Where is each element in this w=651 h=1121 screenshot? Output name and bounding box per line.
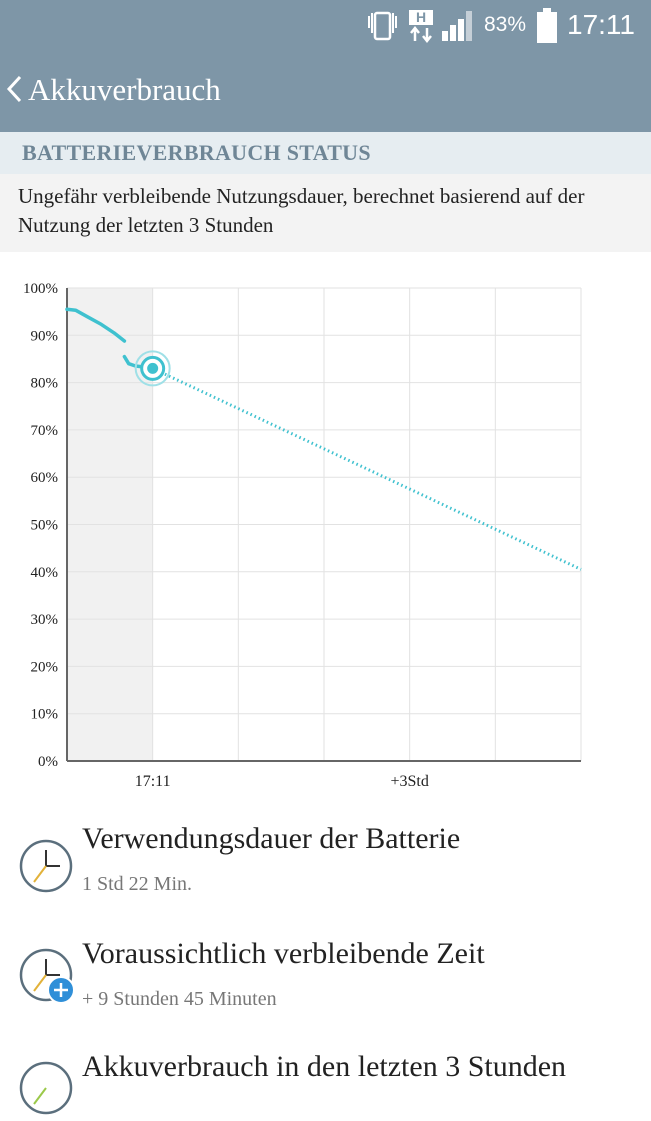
x-tick-label: +3Std: [390, 773, 428, 790]
y-tick-label: 90%: [31, 328, 59, 344]
usage-description: Ungefähr verbleibende Nutzungsdauer, ber…: [0, 174, 651, 252]
y-tick-label: 60%: [31, 470, 59, 486]
chevron-left-icon: [5, 74, 23, 109]
status-bar: H 83% 17:11: [0, 0, 651, 50]
battery-icon: [535, 0, 559, 50]
y-tick-label: 0%: [38, 754, 58, 770]
y-tick-label: 10%: [31, 707, 59, 723]
clock-time: 17:11: [567, 9, 635, 40]
signal-icon: [440, 0, 480, 50]
battery-percent: 83%: [484, 13, 527, 36]
y-tick-label: 40%: [31, 565, 59, 581]
info-item-remaining-time[interactable]: Voraussichtlich verbleibende Zeit + 9 St…: [0, 935, 651, 1045]
y-tick-label: 50%: [31, 518, 59, 534]
projection-line: [152, 367, 582, 571]
x-tick-label: 17:11: [135, 773, 171, 790]
info-title: Voraussichtlich verbleibende Zeit: [82, 937, 485, 970]
page-title: Akkuverbrauch: [28, 72, 221, 107]
back-button[interactable]: [0, 50, 28, 132]
vibrate-icon: [366, 0, 400, 50]
y-tick-label: 70%: [31, 423, 59, 439]
y-tick-label: 100%: [23, 281, 58, 297]
section-header: BATTERIEVERBRAUCH STATUS: [0, 132, 651, 174]
data-transfer-icon: H: [407, 0, 437, 50]
info-value: + 9 Stunden 45 Minuten: [82, 988, 277, 1010]
title-bar: Akkuverbrauch: [0, 50, 651, 132]
y-tick-label: 20%: [31, 659, 59, 675]
current-marker-dot: [147, 362, 159, 374]
clock-icon: [18, 838, 74, 899]
info-value: 1 Std 22 Min.: [82, 873, 193, 895]
current-marker-halo: [134, 350, 171, 387]
info-item-last-3-hours[interactable]: Akkuverbrauch in den letzten 3 Stunden: [0, 1048, 651, 1115]
y-tick-label: 30%: [31, 612, 59, 628]
info-title: Akkuverbrauch in den letzten 3 Stunden: [82, 1050, 567, 1083]
y-tick-label: 80%: [31, 376, 59, 392]
network-type-label: H: [416, 9, 426, 25]
info-item-usage-duration[interactable]: Verwendungsdauer der Batterie 1 Std 22 M…: [0, 820, 651, 930]
clock-plus-icon: [18, 947, 78, 1012]
battery-chart: 100% 90% 80% 70% 60% 50% 40% 30% 20% 10% 0% 17:11 +3…: [23, 281, 582, 790]
history-line: [65, 307, 127, 343]
info-title: Verwendungsdauer der Batterie: [82, 822, 461, 855]
clock-icon: [18, 1060, 74, 1121]
